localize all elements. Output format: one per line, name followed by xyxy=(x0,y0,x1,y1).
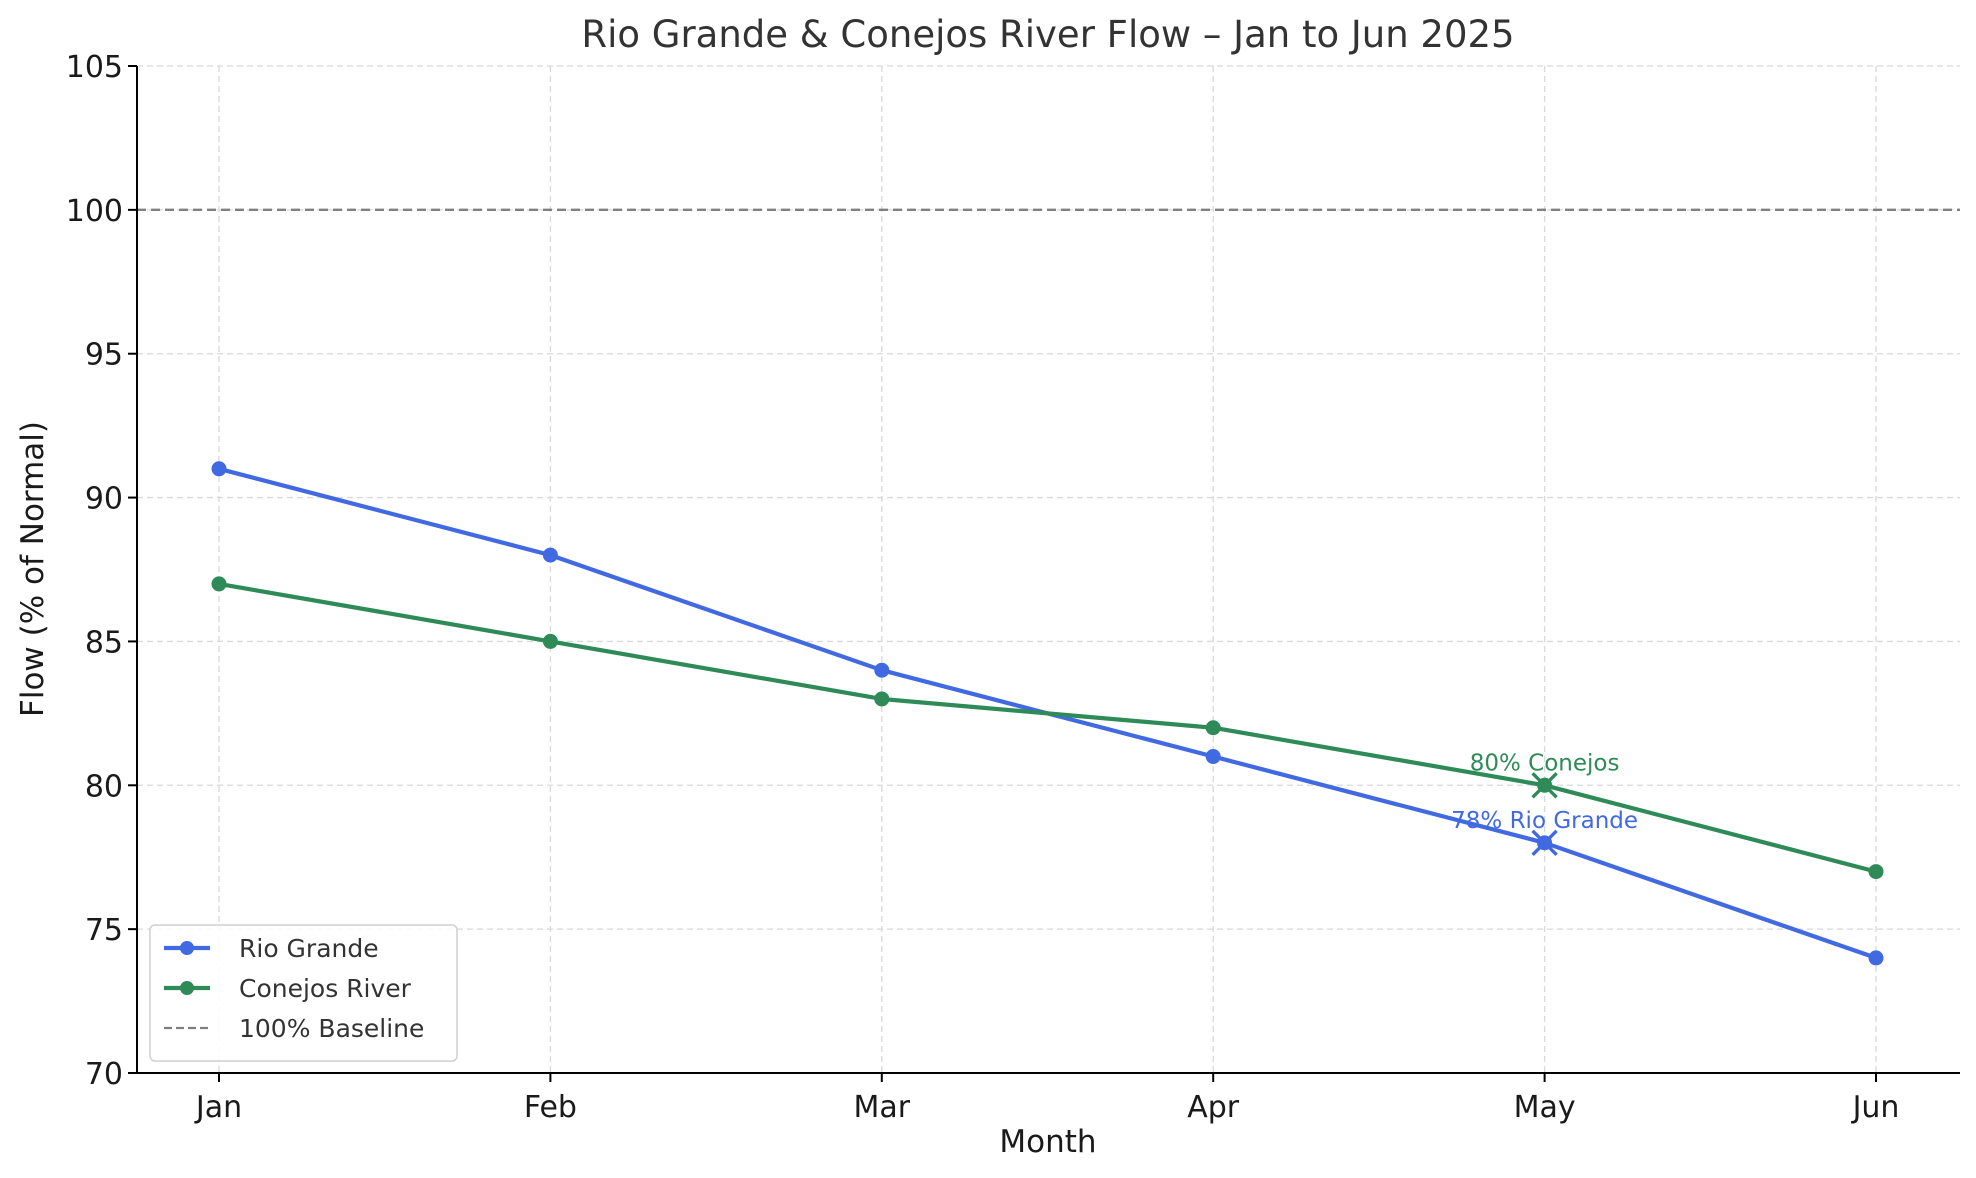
data-point xyxy=(874,662,890,678)
x-tick-label: May xyxy=(1514,1090,1576,1125)
highlight-label: 80% Conejos xyxy=(1470,750,1620,776)
y-tick-label: 95 xyxy=(85,338,123,373)
legend-item: Rio Grande xyxy=(164,934,379,963)
data-point xyxy=(874,691,890,707)
legend-label: 100% Baseline xyxy=(239,1014,424,1043)
y-axis-title: Flow (% of Normal) xyxy=(15,421,51,717)
x-axis-title: Month xyxy=(999,1124,1096,1160)
y-tick-label: 70 xyxy=(85,1057,123,1092)
x-tick-label: Feb xyxy=(524,1090,577,1125)
highlight-marker xyxy=(1531,829,1558,857)
data-point xyxy=(1205,749,1221,765)
legend-item: Conejos River xyxy=(164,974,412,1003)
data-point xyxy=(211,576,227,592)
legend-label: Conejos River xyxy=(239,974,412,1003)
x-tick-label: Jun xyxy=(1851,1090,1900,1125)
legend-marker xyxy=(180,981,194,995)
y-tick-label: 75 xyxy=(85,913,123,948)
highlight-layer: 78% Rio Grande 80% Conejos xyxy=(1451,750,1638,857)
y-tick-label: 90 xyxy=(85,482,123,517)
legend-marker xyxy=(180,941,194,955)
x-tick-label: Jan xyxy=(194,1090,242,1125)
legend-box xyxy=(149,924,458,1062)
series-line xyxy=(218,581,1877,874)
axes: 70 75 80 85 90 95 100 105 Jan Feb Mar Apr May Jun xyxy=(66,50,1960,1125)
data-point xyxy=(1868,950,1884,966)
y-tick-label: 105 xyxy=(66,50,123,85)
x-tick-label: Apr xyxy=(1187,1090,1240,1125)
chart-title: Rio Grande & Conejos River Flow – Jan to… xyxy=(581,13,1514,56)
y-tick-label: 85 xyxy=(85,625,123,660)
data-point xyxy=(542,547,558,563)
legend: Rio Grande Conejos River 100% Baseline xyxy=(149,924,458,1062)
y-tick-label: 80 xyxy=(85,769,123,804)
data-point xyxy=(1205,720,1221,736)
highlight-label: 78% Rio Grande xyxy=(1451,808,1638,834)
x-tick-label: Mar xyxy=(853,1090,910,1125)
data-point xyxy=(542,633,558,649)
data-point xyxy=(211,461,227,477)
legend-label: Rio Grande xyxy=(239,934,379,963)
legend-item: 100% Baseline xyxy=(164,1014,424,1043)
highlight-marker xyxy=(1531,772,1558,799)
series-1 xyxy=(211,576,1884,880)
data-point xyxy=(1868,864,1884,880)
grid xyxy=(137,65,1960,1074)
series-layer xyxy=(211,461,1884,966)
y-tick-label: 100 xyxy=(66,194,123,229)
